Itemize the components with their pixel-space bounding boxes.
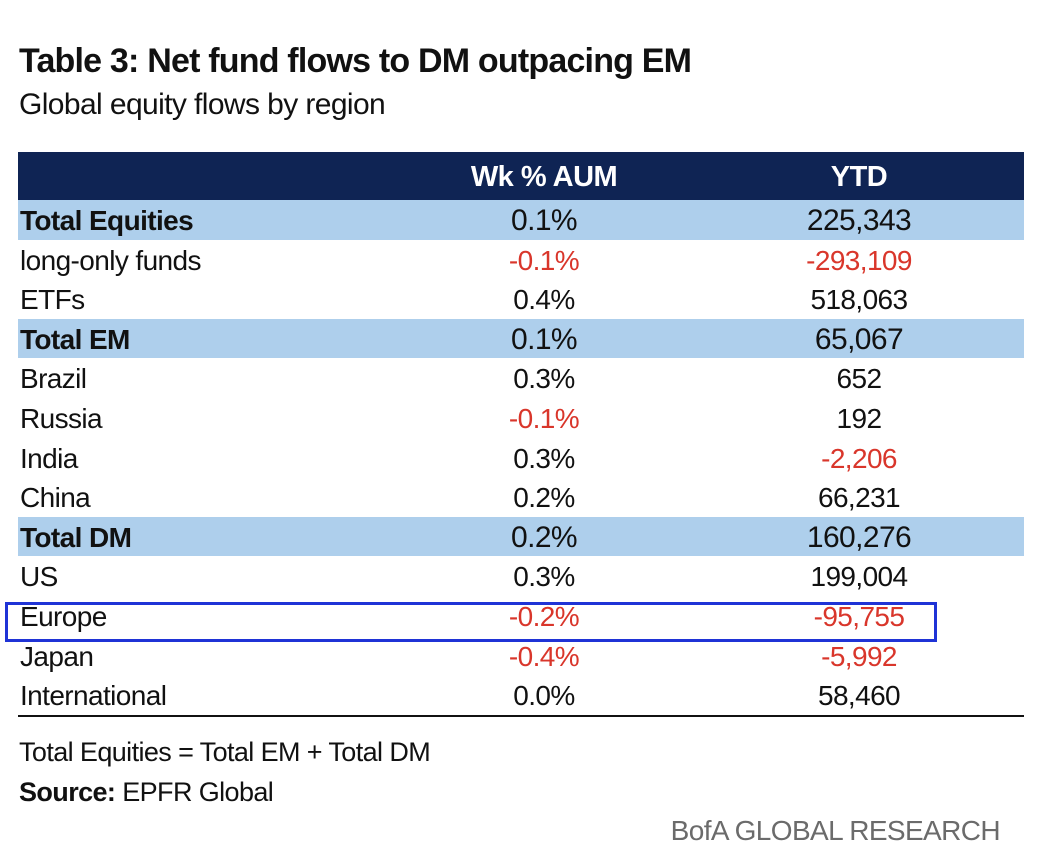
row-wk-aum: -0.1% xyxy=(508,402,580,434)
row-ytd: 518,063 xyxy=(810,284,908,316)
row-label: long-only funds xyxy=(20,244,202,276)
europe-highlight-box xyxy=(5,602,937,642)
table-row: Japan -0.4% -5,992 xyxy=(18,636,1024,676)
row-label: ETFs xyxy=(20,284,85,316)
row-ytd: -293,109 xyxy=(806,244,912,276)
table-row: India 0.3% -2,206 xyxy=(18,438,1024,478)
row-label: International xyxy=(20,680,167,712)
table-row: long-only funds -0.1% -293,109 xyxy=(18,240,1024,280)
table-row: International 0.0% 58,460 xyxy=(18,675,1024,715)
row-label: Russia xyxy=(20,402,103,434)
table-row: Total DM 0.2% 160,276 xyxy=(18,516,1024,557)
row-ytd: 65,067 xyxy=(814,322,904,356)
row-ytd: -2,206 xyxy=(821,442,897,474)
header-region xyxy=(18,152,374,200)
row-wk-aum: -0.1% xyxy=(508,244,580,276)
header-wk-aum: Wk % AUM xyxy=(470,161,618,193)
row-ytd: 58,460 xyxy=(817,680,901,712)
row-wk-aum: 0.1% xyxy=(511,204,578,237)
row-label: Total Equities xyxy=(20,205,194,236)
row-wk-aum: 0.2% xyxy=(513,482,575,514)
table-row: Brazil 0.3% 652 xyxy=(18,358,1024,398)
row-ytd: 199,004 xyxy=(810,561,908,593)
row-label: Total DM xyxy=(20,521,132,553)
header-ytd: YTD xyxy=(830,161,888,193)
row-ytd: -5,992 xyxy=(821,640,897,672)
table-title: Table 3: Net fund flows to DM outpacing … xyxy=(19,42,692,80)
table-row: Europe -0.2% -95,755 xyxy=(18,596,1024,636)
footnote: Total Equities = Total EM + Total DM xyxy=(19,737,431,767)
table-row: Total Equities 0.1% 225,343 xyxy=(18,200,1024,240)
row-wk-aum: 0.3% xyxy=(513,363,575,395)
table-row: ETFs 0.4% 518,063 xyxy=(18,279,1024,319)
row-ytd: 652 xyxy=(836,363,883,395)
row-wk-aum: 0.0% xyxy=(513,680,575,712)
table-row: Russia -0.1% 192 xyxy=(18,398,1024,438)
row-wk-aum: 0.2% xyxy=(511,520,578,554)
row-wk-aum: -0.4% xyxy=(508,640,580,672)
row-ytd: 225,343 xyxy=(806,204,912,237)
table-header: Wk % AUM YTD xyxy=(18,152,1024,200)
table-body: Total Equities 0.1% 225,343 long-only funds… xyxy=(18,200,1024,715)
row-label: India xyxy=(20,442,78,474)
table-subtitle: Global equity flows by region xyxy=(19,88,386,121)
row-label: Europe xyxy=(20,600,107,632)
row-ytd: 160,276 xyxy=(806,520,912,554)
source-line: Source: EPFR Global xyxy=(19,777,274,808)
table-row: China 0.2% 66,231 xyxy=(18,477,1024,517)
source-label: Source: xyxy=(19,777,116,807)
row-label: Total EM xyxy=(20,323,130,355)
row-ytd: 66,231 xyxy=(817,482,901,514)
row-label: US xyxy=(20,561,58,593)
row-wk-aum: 0.1% xyxy=(511,322,578,356)
table-row: US 0.3% 199,004 xyxy=(18,556,1024,596)
table-row: Total EM 0.1% 65,067 xyxy=(18,318,1024,359)
source-value: EPFR Global xyxy=(122,777,274,807)
table-bottom-rule xyxy=(18,714,1024,717)
row-label: Japan xyxy=(20,640,94,672)
row-wk-aum: 0.3% xyxy=(513,442,575,474)
row-label: Brazil xyxy=(20,363,87,395)
row-ytd: -95,755 xyxy=(813,600,905,632)
row-wk-aum: 0.3% xyxy=(513,561,575,593)
row-wk-aum: -0.2% xyxy=(508,600,580,632)
brand-watermark: BofA GLOBAL RESEARCH xyxy=(670,815,1001,846)
row-ytd: 192 xyxy=(836,402,883,434)
row-wk-aum: 0.4% xyxy=(513,284,575,316)
flows-table: Wk % AUM YTD Total Equities 0.1% 225,343 lo… xyxy=(18,152,1024,717)
row-label: China xyxy=(20,482,91,514)
